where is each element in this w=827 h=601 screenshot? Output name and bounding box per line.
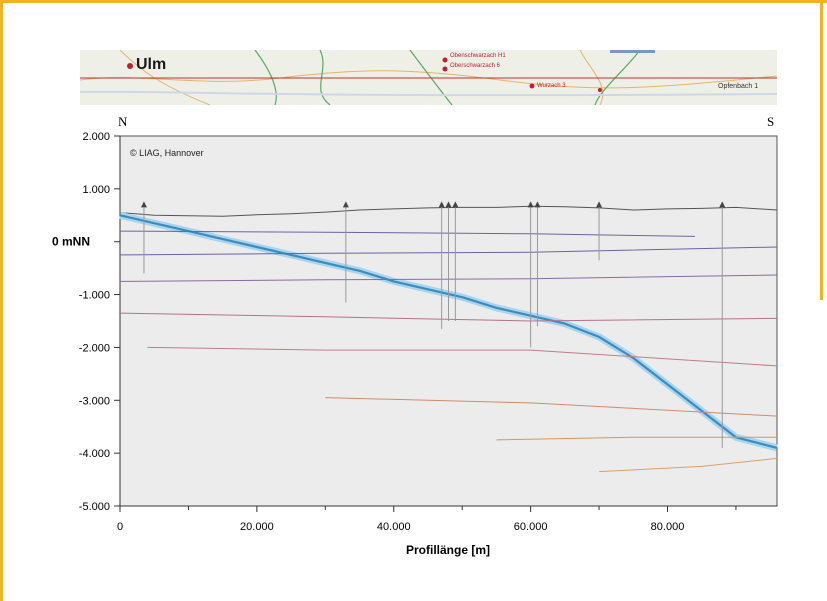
x-axis-label: Profillänge [m]	[406, 543, 490, 557]
x-tick-label: 0	[117, 521, 123, 533]
isoline	[496, 436, 777, 441]
y-tick-label: -1.000	[79, 290, 110, 302]
isoline	[119, 246, 778, 256]
direction-south-label: S	[767, 114, 775, 129]
x-axis: 0 20.000 40.000 60.000 80.000	[117, 505, 777, 533]
map-place-label: Opfenbach 1	[718, 83, 759, 90]
y-axis: 2.000 1.000 0 mNN -1.000 -2.000 -3.000 -4.000 -…	[52, 131, 121, 513]
isoline	[147, 346, 778, 367]
well-marker	[140, 201, 147, 208]
y-tick-label: 0 mNN	[52, 235, 90, 249]
x-tick-label: 40.000	[377, 521, 411, 533]
well-marker	[342, 201, 349, 208]
y-tick-label: 1.000	[82, 184, 110, 196]
series-layer	[119, 205, 778, 473]
well-marker	[527, 201, 534, 208]
direction-north-label: N	[118, 114, 128, 129]
page-frame-right	[820, 0, 823, 300]
location-map: Ulm Obenschwarzach H1 Oberschwarzach 6 W…	[80, 50, 777, 105]
wells-layer	[140, 201, 726, 448]
well-marker	[445, 201, 452, 208]
well-marker	[438, 201, 445, 208]
well-marker	[534, 201, 541, 208]
isoline	[119, 274, 778, 282]
y-tick-label: 2.000	[82, 131, 110, 143]
map-place-label: Oberschwarzach 6	[450, 63, 501, 69]
isoline	[119, 230, 695, 237]
map-city-label: Ulm	[136, 56, 167, 73]
well-marker	[452, 201, 459, 208]
isoline	[119, 312, 778, 322]
copyright-annotation: © LIAG, Hannover	[130, 148, 204, 158]
y-tick-label: -5.000	[79, 501, 110, 513]
y-tick-label: -2.000	[79, 342, 110, 354]
well-marker	[719, 201, 726, 208]
basement-line	[119, 214, 778, 449]
x-tick-label: 60.000	[514, 521, 548, 533]
surface-line	[119, 205, 778, 217]
map-place-label: Obenschwarzach H1	[450, 53, 506, 59]
well-marker	[596, 201, 603, 208]
y-tick-label: -4.000	[79, 448, 110, 460]
isoline	[599, 457, 778, 473]
map-drawing	[80, 50, 777, 105]
x-tick-label: 80.000	[651, 521, 685, 533]
map-place-label: Wurzach 3	[537, 83, 566, 89]
x-tick-label: 20.000	[240, 521, 274, 533]
isoline	[325, 397, 778, 417]
y-tick-label: -3.000	[79, 395, 110, 407]
